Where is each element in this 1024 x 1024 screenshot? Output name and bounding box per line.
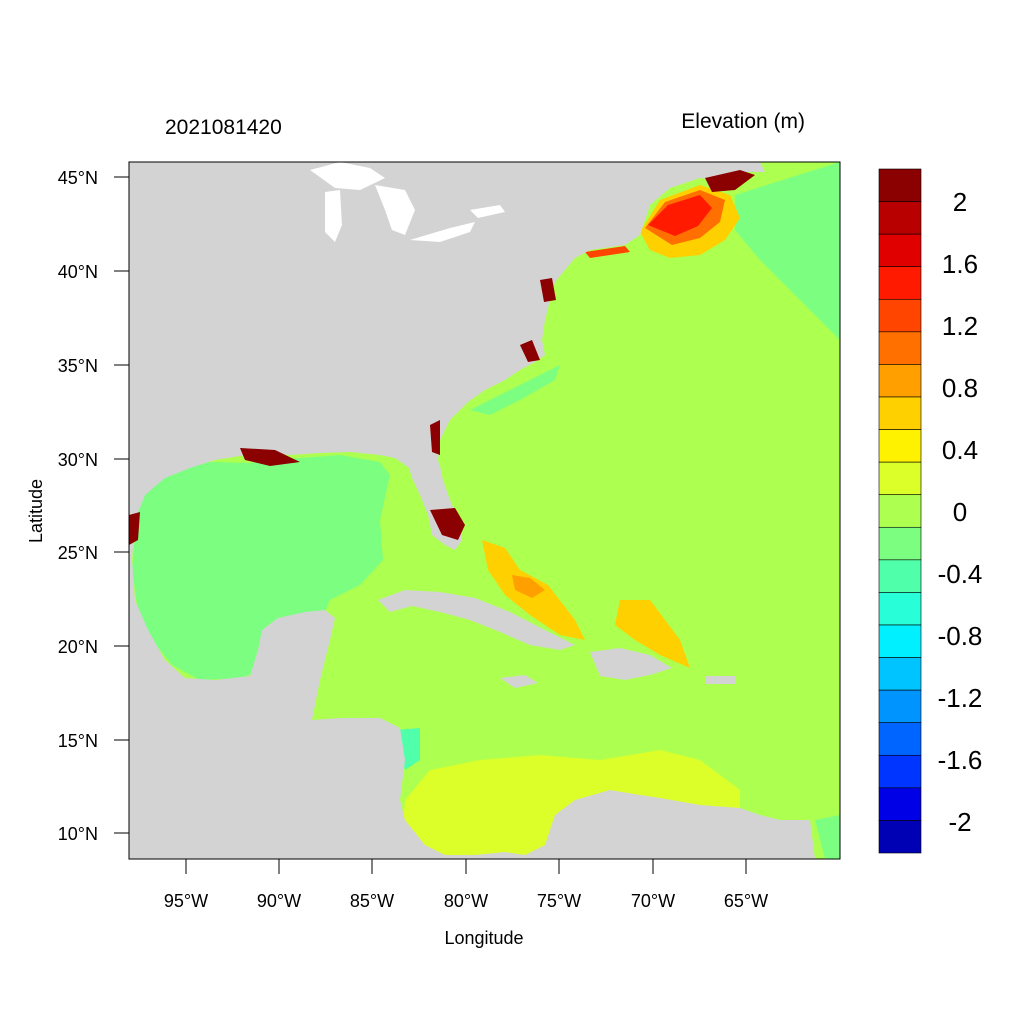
y-tick-label: 30°N	[58, 450, 98, 470]
x-axis	[185, 859, 747, 874]
colorbar-label: -1.6	[938, 745, 983, 775]
texas-coast-inundation	[129, 512, 140, 545]
colorbar-swatch	[878, 233, 922, 268]
colorbar-swatch	[878, 559, 922, 593]
atlantic-ne-zone	[735, 162, 840, 340]
colorbar-label: 0.4	[942, 435, 978, 465]
southeast-shelf	[470, 365, 560, 415]
x-tick-labels: 95°W 90°W 85°W 80°W 75°W 70°W 65°W	[164, 891, 768, 911]
bahamas-east-bank	[615, 600, 690, 668]
date-title: 2021081420	[165, 116, 282, 139]
colorbar-label: 2	[953, 187, 967, 217]
bahamas-bank-core	[512, 575, 545, 598]
colorbar-swatch	[878, 331, 922, 365]
colorbar-swatch	[878, 820, 922, 854]
maine-coast-inundation	[705, 170, 755, 192]
georgia-coast-inundation	[430, 420, 440, 455]
y-tick-label: 20°N	[58, 637, 98, 657]
x-tick-label: 95°W	[164, 891, 208, 911]
colorbar-label: 0.8	[942, 373, 978, 403]
map-panel	[129, 162, 840, 859]
jamaica	[500, 675, 538, 688]
colorbar-label: 1.2	[942, 311, 978, 341]
colorbar-swatch	[878, 689, 922, 724]
great-lakes	[310, 162, 505, 242]
colorbar-swatch	[878, 624, 922, 658]
colorbar-label: -0.8	[938, 621, 983, 651]
mid-atlantic-inundation	[540, 278, 556, 302]
colorbar	[878, 168, 922, 854]
colorbar-swatch	[878, 364, 922, 398]
north-america-landmass	[129, 162, 815, 859]
hispaniola	[590, 648, 672, 680]
y-tick-labels: 45°N 40°N 35°N 30°N 25°N 20°N 15°N 10°N	[58, 168, 98, 844]
colorbar-swatch	[878, 266, 922, 300]
colorbar-swatch	[878, 722, 922, 756]
y-tick-label: 15°N	[58, 731, 98, 751]
colorbar-label: -0.4	[938, 559, 983, 589]
colorbar-swatch	[878, 657, 922, 691]
lake-michigan	[325, 190, 342, 242]
y-tick-label: 35°N	[58, 356, 98, 376]
x-tick-label: 90°W	[257, 891, 301, 911]
lake-erie	[410, 222, 475, 242]
lake-huron	[375, 185, 415, 235]
colorbar-label: -2	[948, 807, 971, 837]
southeast-corner-zone	[815, 815, 840, 859]
y-tick-label: 10°N	[58, 824, 98, 844]
x-axis-label: Longitude	[444, 928, 523, 948]
y-tick-label: 40°N	[58, 262, 98, 282]
colorbar-swatch	[878, 201, 922, 235]
colorbar-swatch	[878, 298, 922, 333]
colorbar-swatch	[878, 461, 922, 496]
variable-title: Elevation (m)	[681, 110, 805, 133]
cuba	[378, 590, 575, 650]
colorbar-swatch	[878, 429, 922, 463]
puerto-rico	[705, 676, 735, 684]
long-island-surge	[585, 246, 630, 258]
colorbar-label: -1.2	[938, 683, 983, 713]
colorbar-label: 0	[953, 497, 967, 527]
colorbar-swatch	[878, 787, 922, 821]
south-florida-inundation	[430, 508, 465, 540]
colorbar-label: 1.6	[942, 249, 978, 279]
y-tick-label: 45°N	[58, 168, 98, 188]
colorbar-swatch	[878, 592, 922, 626]
colorbar-swatch	[878, 526, 922, 561]
x-tick-label: 70°W	[631, 891, 675, 911]
y-axis	[114, 176, 129, 834]
y-axis-label: Latitude	[26, 479, 46, 543]
plot-frame	[128, 161, 841, 860]
colorbar-swatch	[878, 754, 922, 789]
colorbar-swatch	[878, 168, 922, 202]
gulf-of-maine-surge-core	[648, 195, 712, 236]
x-tick-label: 85°W	[350, 891, 394, 911]
x-tick-label: 80°W	[444, 891, 488, 911]
lake-ontario	[470, 205, 505, 218]
coastal-inundation	[129, 170, 755, 545]
carolina-coast-inundation	[520, 340, 540, 362]
gulf-of-mexico	[132, 455, 390, 680]
colorbar-swatch	[878, 396, 922, 430]
x-tick-label: 75°W	[537, 891, 581, 911]
y-tick-label: 25°N	[58, 543, 98, 563]
louisiana-coast-inundation	[240, 448, 300, 466]
colorbar-labels: 2 1.6 1.2 0.8 0.4 0 -0.4 -0.8 -1.2 -1.6 …	[938, 187, 983, 837]
colorbar-swatch	[878, 494, 922, 528]
x-tick-label: 65°W	[724, 891, 768, 911]
lake-superior	[310, 162, 385, 190]
